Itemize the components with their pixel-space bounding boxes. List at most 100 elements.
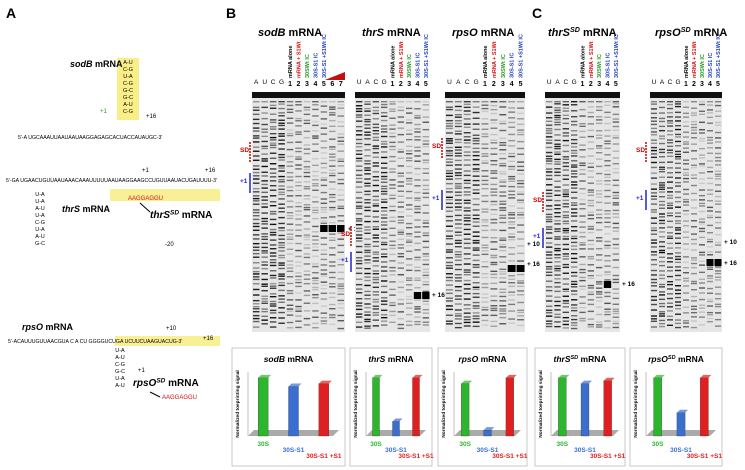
gel-band	[562, 110, 569, 112]
gel-band	[715, 104, 721, 107]
lane-header: 30S-S1 IC	[313, 53, 319, 78]
gel-band	[446, 114, 453, 117]
gel-band	[454, 326, 462, 329]
position-mark: -20	[165, 242, 174, 248]
gel-band	[490, 183, 498, 186]
gel-band	[253, 118, 260, 121]
gel-band	[422, 172, 429, 174]
bar	[676, 412, 686, 437]
gel-band	[499, 300, 507, 302]
gel-band	[675, 185, 681, 187]
gel-band	[546, 280, 553, 282]
gel-band	[253, 283, 260, 285]
gel-band	[295, 101, 302, 103]
gel-band	[472, 307, 480, 310]
gel-band	[490, 142, 498, 144]
gel-band	[286, 282, 294, 285]
gel-band	[659, 186, 665, 188]
gel-band	[406, 107, 413, 110]
highlight	[117, 58, 139, 120]
gel-band	[320, 209, 328, 211]
gel-band	[562, 302, 569, 305]
gel-band	[269, 234, 277, 236]
gel-band	[414, 256, 421, 259]
gel-band	[499, 310, 507, 312]
gel-band	[472, 168, 480, 170]
gel-band	[499, 295, 507, 298]
gel-band	[587, 170, 594, 172]
gel-band	[667, 306, 673, 308]
gel-band	[659, 245, 665, 248]
gel-band	[508, 233, 516, 235]
gel-band	[659, 231, 665, 233]
gel-band	[269, 113, 277, 115]
gel-band	[499, 305, 507, 307]
gel-band	[499, 291, 507, 294]
gel-band	[337, 205, 344, 207]
gel-band	[651, 278, 657, 281]
gel-band	[312, 189, 319, 191]
gel-band	[454, 295, 462, 297]
gel-band	[253, 209, 260, 211]
gel-band	[546, 106, 553, 108]
gel-band	[707, 300, 713, 303]
gel-band	[356, 298, 363, 300]
gel-band	[596, 137, 603, 139]
bar	[603, 380, 612, 437]
gel-band	[261, 278, 268, 281]
gel-band	[691, 177, 697, 179]
gel-band	[397, 281, 404, 283]
gel-band	[707, 214, 713, 217]
gel-band	[454, 227, 462, 229]
gel-band	[414, 299, 421, 301]
gel-band	[278, 167, 285, 169]
gel-band	[651, 134, 657, 136]
gel-band	[397, 101, 404, 103]
gel-band	[364, 199, 371, 201]
gel-band	[389, 209, 396, 212]
gel-band	[463, 191, 471, 193]
gel-band	[356, 191, 363, 194]
gel-band	[499, 162, 507, 165]
gel-band	[481, 314, 489, 317]
gel-band	[508, 152, 516, 155]
gel-band	[414, 139, 421, 141]
gel-band	[472, 117, 480, 119]
gel-band	[508, 227, 516, 229]
gel-band	[422, 324, 429, 326]
marker-label: +1	[432, 195, 440, 202]
gel-band	[454, 138, 462, 141]
gel-band	[579, 208, 586, 210]
gel-band	[683, 299, 689, 301]
gel-band	[269, 168, 277, 170]
gel-band	[312, 322, 319, 325]
gel-band	[651, 254, 657, 256]
gel-band	[472, 128, 480, 130]
gel-band	[651, 263, 657, 266]
marker-label: SD	[432, 143, 441, 150]
gel-band	[472, 134, 480, 136]
marker-label: +1	[533, 233, 541, 240]
gel-band	[356, 105, 363, 107]
gel-band	[329, 265, 336, 267]
gel-band	[446, 140, 453, 142]
gel-band	[546, 274, 553, 277]
gel-band	[381, 253, 388, 255]
gel-band	[612, 213, 619, 215]
gel-band	[320, 281, 328, 283]
gel-band	[554, 168, 561, 170]
gel-band	[571, 120, 578, 123]
gel-band	[659, 325, 665, 328]
gel-band	[683, 159, 689, 161]
gel-band	[329, 148, 336, 150]
gel-band	[454, 174, 462, 177]
gel-band	[261, 238, 268, 241]
gel-band	[422, 219, 429, 222]
gel-band	[261, 273, 268, 275]
gel-band	[261, 183, 268, 186]
gel-band	[261, 145, 268, 148]
gel-band	[329, 153, 336, 155]
gel-band	[691, 174, 697, 176]
gel-band	[683, 177, 689, 180]
gel-band	[499, 308, 507, 310]
